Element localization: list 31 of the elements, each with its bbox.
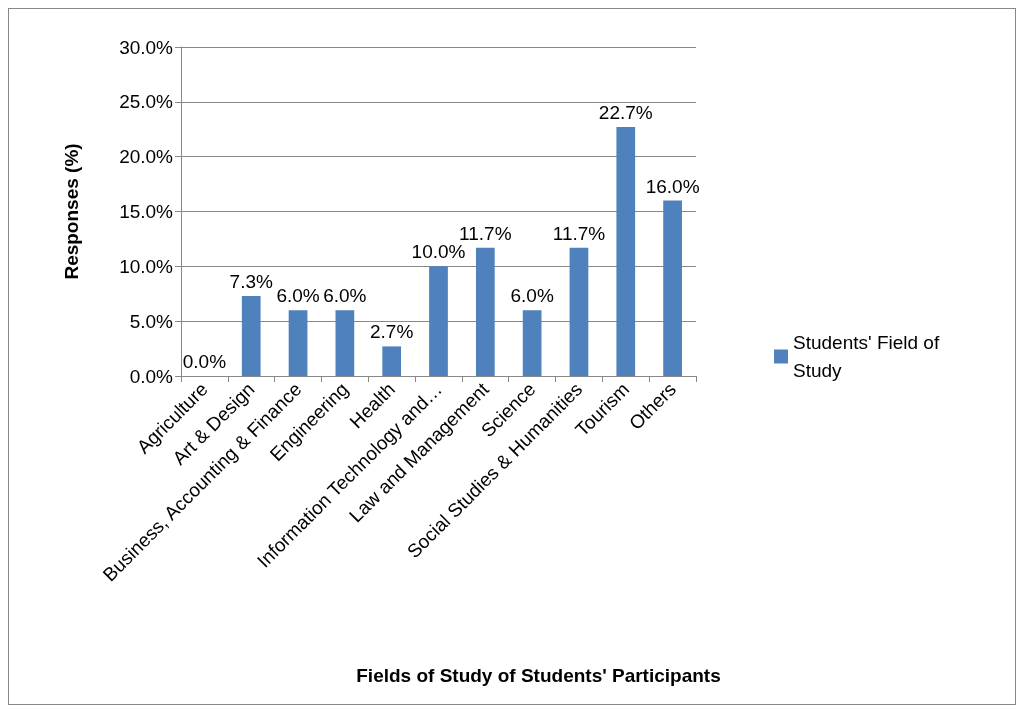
y-tick-label: 25.0%	[119, 91, 174, 113]
bar	[288, 310, 308, 376]
bar	[382, 346, 402, 376]
y-tick-label: 5.0%	[129, 310, 174, 332]
bar	[616, 127, 636, 376]
data-label: 2.7%	[370, 321, 414, 343]
data-label: 22.7%	[598, 102, 653, 124]
bar	[663, 200, 682, 376]
data-label: 6.0%	[510, 285, 554, 307]
y-tick-label: 15.0%	[119, 201, 174, 222]
data-label: 16.0%	[645, 175, 700, 197]
data-label: 11.7%	[552, 222, 606, 244]
data-label: 11.7%	[459, 222, 512, 244]
y-tick-label: 0.0%	[129, 365, 174, 387]
data-label: 10.0%	[411, 241, 466, 263]
y-tick-label: 30.0%	[119, 36, 174, 58]
bar	[241, 295, 261, 376]
y-tick-label: 10.0%	[119, 255, 174, 277]
bar	[475, 247, 495, 376]
data-label: 6.0%	[323, 285, 367, 307]
bar	[429, 266, 448, 376]
x-axis-title: Fields of Study of Students' Participants	[356, 665, 721, 686]
data-label: 7.3%	[229, 270, 273, 292]
bar	[569, 247, 589, 376]
bar	[335, 310, 355, 376]
y-tick-label: 20.0%	[119, 146, 174, 168]
legend-label: Students' Field of Study	[793, 332, 945, 381]
bar	[522, 310, 542, 376]
data-label: 0.0%	[182, 351, 227, 372]
data-label: 6.0%	[276, 285, 320, 307]
y-axis-title: Responses (%)	[61, 143, 82, 280]
